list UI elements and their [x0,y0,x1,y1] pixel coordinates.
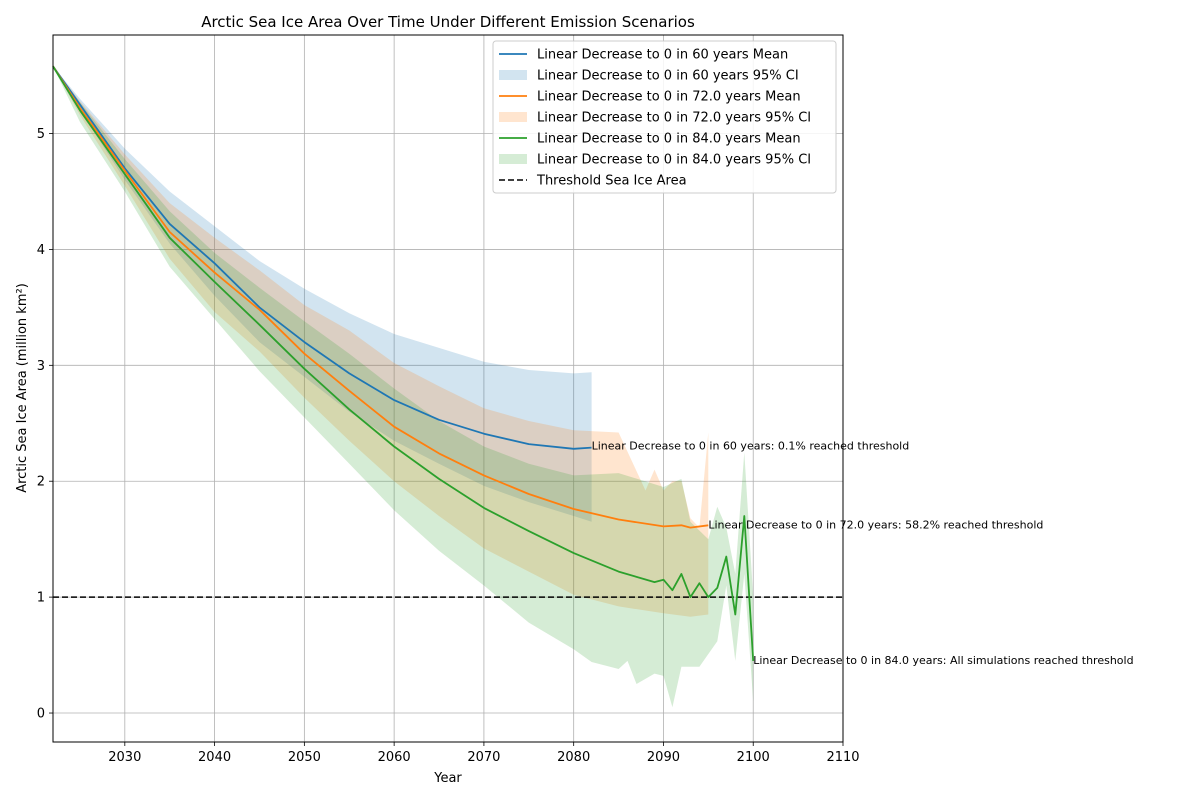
x-axis-label: Year [433,771,462,786]
legend-ci-0-swatch [499,70,527,80]
mean-line-1 [52,65,709,529]
x-tick-label: 2060 [378,750,411,765]
legend-ci-0-label: Linear Decrease to 0 in 60 years 95% CI [537,69,799,84]
legend-ci-2-label: Linear Decrease to 0 in 84.0 years 95% C… [537,153,811,168]
x-tick-label: 2030 [108,750,141,765]
mean-line-2 [52,65,755,661]
legend-ci-2-swatch [499,154,527,164]
x-tick-label: 2070 [467,750,500,765]
annotation-0: Linear Decrease to 0 in 60 years: 0.1% r… [592,439,910,452]
legend-ci-1-swatch [499,112,527,122]
legend-mean-2-label: Linear Decrease to 0 in 84.0 years Mean [537,132,801,147]
y-tick-label: 3 [37,359,45,374]
annotation-layer: Linear Decrease to 0 in 60 years: 0.1% r… [592,439,1134,666]
annotation-2: Linear Decrease to 0 in 84.0 years: All … [753,654,1133,667]
legend-mean-1-label: Linear Decrease to 0 in 72.0 years Mean [537,90,801,105]
y-axis-label: Arctic Sea Ice Area (million km²) [15,283,30,493]
y-tick-label: 5 [37,127,45,142]
legend-mean-0-label: Linear Decrease to 0 in 60 years Mean [537,48,788,63]
ci-band-2 [53,66,754,708]
annotation-1: Linear Decrease to 0 in 72.0 years: 58.2… [708,518,1043,531]
y-tick-label: 4 [37,243,45,258]
legend-ci-1-label: Linear Decrease to 0 in 72.0 years 95% C… [537,111,811,126]
chart-title: Arctic Sea Ice Area Over Time Under Diff… [201,13,695,31]
y-tick-label: 0 [37,707,45,722]
x-tick-label: 2090 [647,750,680,765]
legend-threshold-label: Threshold Sea Ice Area [536,174,687,189]
x-tick-label: 2050 [288,750,321,765]
tick-layer: 2030 2040 2050 2060 2070 2080 2090 2100 2110 0 1 2 3… [37,127,860,765]
ci-layer [53,66,754,708]
x-tick-label: 2080 [557,750,590,765]
ci-band-0 [53,66,592,522]
mean-line-0 [52,65,592,450]
y-tick-label: 2 [37,475,45,490]
legend: Linear Decrease to 0 in 60 years Mean Lin… [492,40,837,194]
x-tick-label: 2110 [826,750,859,765]
x-tick-label: 2100 [737,750,770,765]
y-tick-label: 1 [37,591,45,606]
line-layer [52,65,755,661]
x-tick-label: 2040 [198,750,231,765]
plot-frame [52,34,844,743]
ci-band-1 [53,66,709,617]
legend-box [492,40,837,194]
